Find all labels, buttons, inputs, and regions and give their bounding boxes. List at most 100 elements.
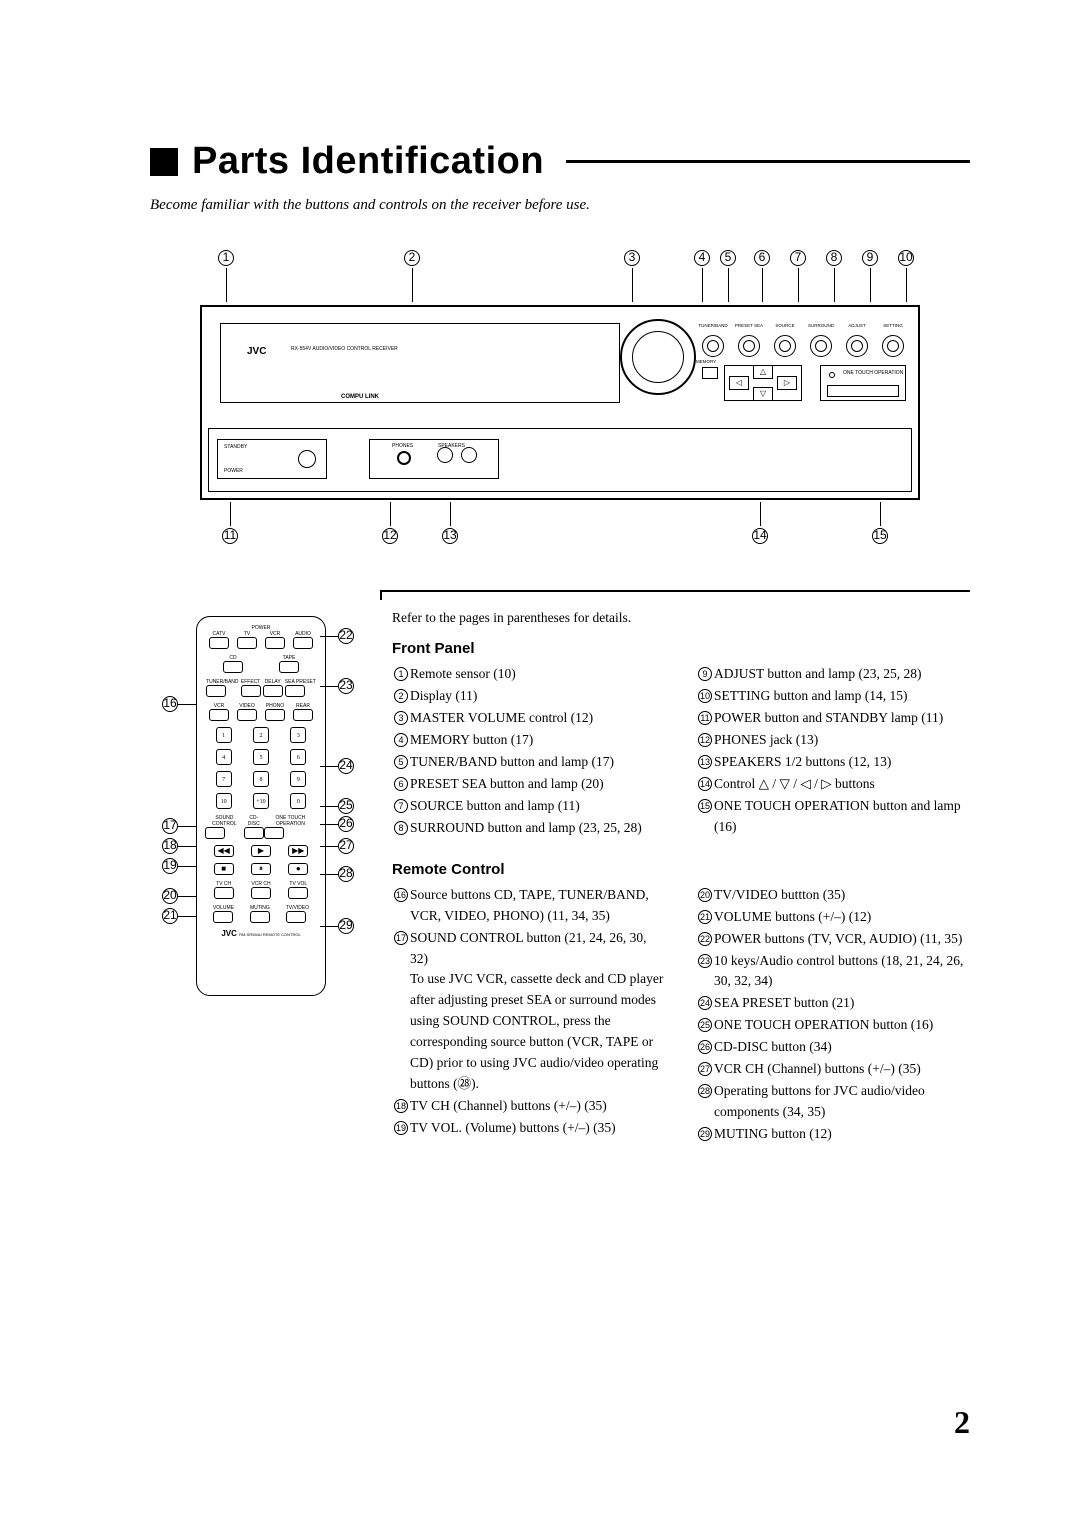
list-item: 18TV CH (Channel) buttons (+/–) (35): [392, 1096, 666, 1117]
transport-button[interactable]: ▶: [251, 845, 271, 857]
item-text: Source buttons CD, TAPE, TUNER/BAND, VCR…: [410, 885, 666, 927]
remote-button[interactable]: [265, 709, 285, 721]
item-number: 7: [392, 798, 410, 812]
panel-button-surround[interactable]: [810, 335, 832, 357]
transport-button[interactable]: ◀◀: [214, 845, 234, 857]
remote-button[interactable]: [286, 911, 306, 923]
dpad-down-icon[interactable]: ▽: [753, 387, 773, 401]
remote-button[interactable]: [213, 911, 233, 923]
speaker-2-button[interactable]: [461, 447, 477, 463]
phones-jack[interactable]: [397, 451, 411, 465]
transport-button[interactable]: ■: [214, 863, 234, 875]
keypad-button[interactable]: 4: [216, 749, 232, 765]
transport-button[interactable]: ▶▶: [288, 845, 308, 857]
item-text: SEA PRESET button (21): [714, 993, 970, 1014]
remote-button[interactable]: [209, 637, 229, 649]
callout-1: 1: [218, 250, 234, 266]
remote-button-label: TUNER/BAND: [206, 679, 239, 685]
callout-18: 18: [162, 838, 178, 854]
remote-button-label: CD-DISC: [244, 815, 264, 827]
remote-button[interactable]: [209, 709, 229, 721]
leader-line: [702, 268, 703, 302]
keypad-button[interactable]: +10: [253, 793, 269, 809]
remote-button[interactable]: [285, 685, 305, 697]
transport-button[interactable]: ●: [288, 863, 308, 875]
item-number: 26: [696, 1039, 714, 1053]
remote-button[interactable]: [263, 685, 283, 697]
remote-button[interactable]: [288, 887, 308, 899]
panel-button-source[interactable]: [774, 335, 796, 357]
memory-label: MEMORY: [696, 359, 716, 364]
panel-button-setting[interactable]: [882, 335, 904, 357]
keypad-button[interactable]: 6: [290, 749, 306, 765]
leader-line: [834, 268, 835, 302]
callout-12: 12: [382, 528, 398, 544]
panel-button-preset-sea[interactable]: [738, 335, 760, 357]
remote-button[interactable]: [223, 661, 243, 673]
keypad-button[interactable]: 3: [290, 727, 306, 743]
remote-button[interactable]: [206, 685, 226, 697]
leader-line: [178, 826, 196, 827]
callout-14: 14: [752, 528, 768, 544]
list-item: 11POWER button and STANDBY lamp (11): [696, 708, 970, 729]
remote-button[interactable]: [205, 827, 225, 839]
remote-row: TV CHVCR CHTV VOL: [205, 881, 317, 899]
list-item: 27VCR CH (Channel) buttons (+/–) (35): [696, 1059, 970, 1080]
remote-button[interactable]: [241, 685, 261, 697]
item-text: SETTING button and lamp (14, 15): [714, 686, 970, 707]
leader-line: [320, 874, 338, 875]
remote-button[interactable]: [279, 661, 299, 673]
remote-button[interactable]: [237, 709, 257, 721]
phones-label: PHONES: [392, 443, 413, 449]
item-number: 14: [696, 776, 714, 790]
remote-row: CATVTVVCRAUDIO: [205, 631, 317, 649]
keypad-button[interactable]: 8: [253, 771, 269, 787]
item-number: 13: [696, 754, 714, 768]
remote-button-label: ONE TOUCH OPERATION: [264, 815, 317, 827]
remote-row: VCRVIDEOPHONOREAR: [205, 703, 317, 721]
memory-button[interactable]: [702, 367, 718, 379]
control-dpad[interactable]: △ ▽ ◁ ▷: [724, 365, 802, 401]
keypad-button[interactable]: 10: [216, 793, 232, 809]
remote-button[interactable]: [265, 637, 285, 649]
dpad-left-icon[interactable]: ◁: [729, 376, 749, 390]
remote-button[interactable]: [293, 709, 313, 721]
panel-button-adjust[interactable]: [846, 335, 868, 357]
page-number: 2: [954, 1404, 970, 1441]
remote-button-label: VCR CH: [251, 881, 271, 887]
panel-button-tuner-band[interactable]: [702, 335, 724, 357]
leader-line: [320, 846, 338, 847]
subtitle: Become familiar with the buttons and con…: [150, 197, 970, 214]
list-item: 14Control △ / ▽ / ◁ / ▷ buttons: [696, 774, 970, 795]
item-number: 16: [392, 887, 410, 901]
title-rule: [566, 160, 970, 163]
transport-button[interactable]: ⏸: [251, 863, 271, 875]
callout-29: 29: [338, 918, 354, 934]
remote-button[interactable]: [214, 887, 234, 899]
keypad-button[interactable]: 5: [253, 749, 269, 765]
keypad-button[interactable]: 0: [290, 793, 306, 809]
remote-button[interactable]: [244, 827, 264, 839]
power-button[interactable]: [298, 450, 316, 468]
remote-button[interactable]: [237, 637, 257, 649]
callout-19: 19: [162, 858, 178, 874]
speaker-1-button[interactable]: [437, 447, 453, 463]
remote-list: 16Source buttons CD, TAPE, TUNER/BAND, V…: [392, 885, 970, 1146]
keypad-button[interactable]: 7: [216, 771, 232, 787]
dpad-right-icon[interactable]: ▷: [777, 376, 797, 390]
keypad-button[interactable]: 1: [216, 727, 232, 743]
item-text: TUNER/BAND button and lamp (17): [410, 752, 666, 773]
dpad-up-icon[interactable]: △: [753, 365, 773, 379]
keypad-button[interactable]: 2: [253, 727, 269, 743]
callout-7: 7: [790, 250, 806, 266]
leader-line: [320, 926, 338, 927]
master-volume-knob[interactable]: [620, 319, 696, 395]
remote-button[interactable]: [264, 827, 284, 839]
keypad-button[interactable]: 9: [290, 771, 306, 787]
remote-button[interactable]: [293, 637, 313, 649]
item-number: 9: [696, 666, 714, 680]
remote-button[interactable]: [251, 887, 271, 899]
remote-button[interactable]: [250, 911, 270, 923]
power-section: STANDBY POWER: [217, 439, 327, 479]
item-number: 11: [696, 710, 714, 724]
